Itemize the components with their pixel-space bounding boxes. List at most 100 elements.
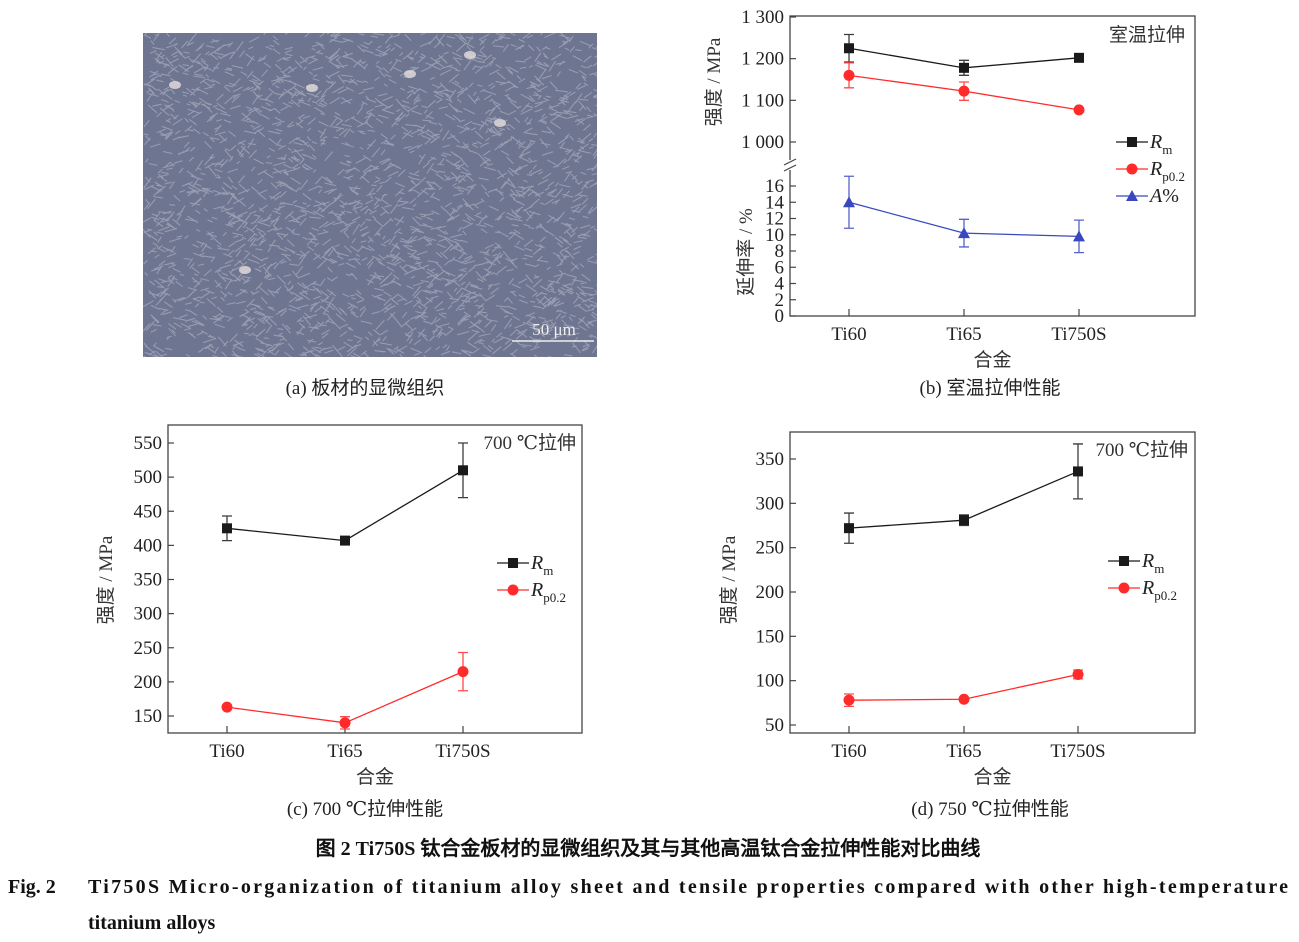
legend-suffix: % — [1162, 185, 1179, 207]
plot-frame — [789, 431, 1196, 734]
data-point-circle — [339, 717, 351, 729]
figure-label-en: Fig. 2 — [8, 876, 56, 898]
y-tick-label: 200 — [756, 582, 785, 603]
x-tick-label: Ti750S — [435, 741, 490, 762]
y-axis-label: 强度 / MPa — [703, 37, 725, 126]
y-tick-label: 2 — [775, 290, 785, 311]
y-tick-label: 4 — [775, 274, 785, 295]
data-point-circle — [507, 584, 519, 596]
grain-spot — [464, 51, 476, 59]
legend-symbol: R — [1149, 131, 1162, 153]
y-tick-label: 1 100 — [741, 90, 784, 111]
data-point-triangle — [843, 196, 855, 208]
y-tick-label: 300 — [756, 493, 785, 514]
data-point-square — [1119, 556, 1129, 566]
data-point-square — [1127, 137, 1137, 147]
y-tick-label: 12 — [765, 209, 784, 230]
legend-subscript: m — [1154, 561, 1164, 576]
chart-c: 150 200 250 300 350 400 450 500 550 Ti60 Ti65 Ti750… — [95, 424, 583, 788]
x-tick-label: Ti65 — [946, 741, 981, 762]
legend-subscript: p0.2 — [1154, 588, 1177, 603]
x-tick-label: Ti750S — [1050, 741, 1105, 762]
data-point-circle — [1126, 163, 1138, 175]
y-axis-label: 延伸率 / % — [735, 208, 757, 296]
y-tick-label: 8 — [775, 241, 785, 262]
data-point-square — [458, 465, 468, 476]
panel-a-micrograph: 50 μm — [143, 33, 597, 357]
grain-spot — [494, 119, 506, 127]
legend-symbol: R — [1141, 577, 1154, 599]
data-point-triangle — [958, 227, 970, 239]
microstructure-texture — [143, 33, 597, 357]
figure-title-en-line1: Ti750S Micro-organization of titanium al… — [88, 876, 1288, 898]
y-tick-label: 1 000 — [741, 132, 784, 153]
data-point-square — [844, 43, 854, 54]
chart-annotation: 700 ℃拉伸 — [1095, 439, 1188, 461]
y-tick-label: 14 — [765, 192, 785, 213]
legend-label-A: A% — [1148, 185, 1179, 207]
caption-d: (d) 750 ℃拉伸性能 — [911, 798, 1068, 820]
legend-subscript: p0.2 — [543, 590, 566, 605]
y-tick-label: 150 — [134, 706, 163, 727]
data-point-circle — [221, 701, 233, 713]
y-tick-label: 550 — [134, 433, 163, 454]
y-tick-label: 350 — [134, 570, 163, 591]
series-line-Rp — [226, 671, 464, 724]
legend-label-Rp: Rp0.2 — [1149, 158, 1185, 184]
x-tick-label: Ti750S — [1051, 324, 1106, 345]
y-axis-label: 强度 / MPa — [95, 535, 117, 624]
y-axis-label: 强度 / MPa — [718, 535, 740, 624]
y-tick-label: 10 — [765, 225, 784, 246]
legend-subscript: m — [543, 563, 553, 578]
y-tick-label: 100 — [756, 671, 785, 692]
x-tick-label: Ti60 — [209, 741, 244, 762]
y-tick-label: 400 — [134, 535, 163, 556]
grain-spot — [239, 266, 251, 274]
x-axis-label: 合金 — [973, 766, 1011, 788]
y-tick-label: 0 — [775, 306, 785, 327]
data-point-square — [508, 558, 518, 568]
data-point-circle — [958, 693, 970, 705]
caption-a: (a) 板材的显微组织 — [286, 377, 445, 399]
y-tick-label: 1 300 — [741, 7, 784, 28]
legend-label-Rm: Rm — [530, 552, 553, 578]
legend-label-Rp: Rp0.2 — [530, 579, 566, 605]
chart-d: 50 100 150 200 250 300 350 Ti60 Ti65 Ti750S 合金 强度 /… — [718, 431, 1196, 788]
chart-annotation: 700 ℃拉伸 — [483, 432, 576, 454]
data-point-square — [959, 515, 969, 526]
legend-label-Rm: Rm — [1149, 131, 1172, 157]
series-line-Rm — [226, 469, 464, 542]
caption-b: (b) 室温拉伸性能 — [920, 377, 1061, 399]
data-point-square — [222, 523, 232, 534]
figure-title-cn: 图 2 Ti750S 钛合金板材的显微组织及其与其他高温钛合金拉伸性能对比曲线 — [316, 836, 981, 860]
y-tick-label: 250 — [134, 638, 163, 659]
y-tick-label: 16 — [765, 176, 784, 197]
legend-symbol: R — [530, 552, 543, 574]
y-tick-label: 200 — [134, 672, 163, 693]
data-point-square — [1074, 52, 1084, 63]
legend-label-Rm: Rm — [1141, 550, 1164, 576]
y-tick-label: 250 — [756, 538, 785, 559]
y-tick-label: 1 200 — [741, 49, 784, 70]
data-point-circle — [457, 666, 469, 678]
x-tick-label: Ti60 — [831, 324, 866, 345]
x-tick-label: Ti65 — [327, 741, 362, 762]
data-point-square — [959, 62, 969, 73]
data-point-square — [844, 523, 854, 534]
x-axis-label: 合金 — [356, 766, 394, 788]
y-tick-label: 150 — [756, 626, 785, 647]
chart-annotation: 室温拉伸 — [1109, 24, 1185, 46]
y-tick-label: 300 — [134, 604, 163, 625]
data-point-circle — [1073, 104, 1085, 116]
data-point-circle — [843, 69, 855, 81]
data-point-circle — [958, 85, 970, 97]
y-tick-label: 50 — [765, 715, 784, 736]
data-point-circle — [1118, 582, 1130, 594]
legend-symbol: R — [530, 579, 543, 601]
lath-lines — [143, 33, 597, 357]
x-tick-label: Ti65 — [946, 324, 981, 345]
grain-spot — [169, 81, 181, 89]
data-point-circle — [843, 694, 855, 706]
